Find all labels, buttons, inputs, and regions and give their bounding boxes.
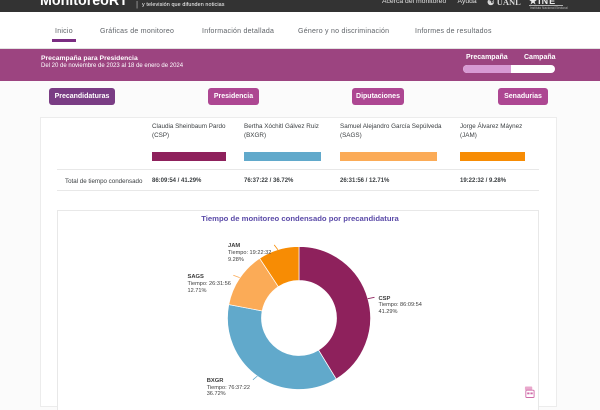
svg-text:★INE: ★INE — [529, 0, 556, 6]
svg-text:Instituto Nacional Electoral: Instituto Nacional Electoral — [530, 6, 568, 10]
